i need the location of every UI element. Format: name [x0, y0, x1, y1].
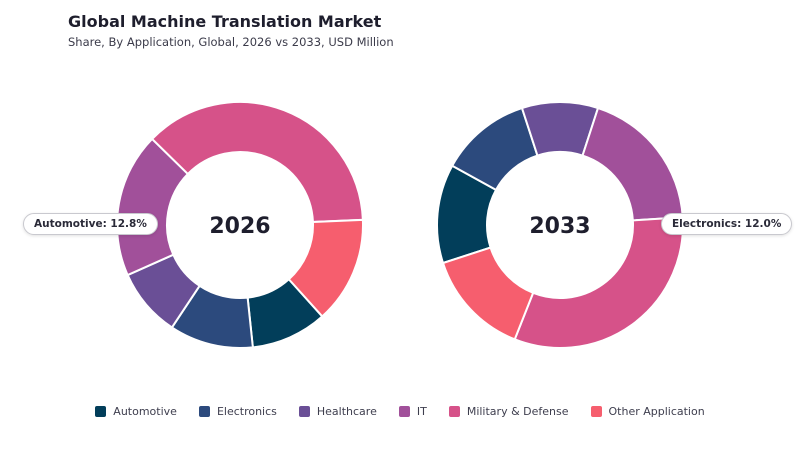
legend-item-electronics[interactable]: Electronics	[198, 405, 277, 418]
slice-2026-other-application[interactable]	[287, 218, 364, 318]
center-label-2033: 2033	[529, 214, 590, 239]
slice-2026-military-defense[interactable]	[150, 101, 364, 223]
legend-item-other-application[interactable]: Other Application	[590, 405, 705, 418]
slice-2033-military-defense[interactable]	[513, 216, 684, 349]
legend-swatch-automotive	[95, 406, 107, 417]
slice-2033-other-application[interactable]	[441, 246, 535, 341]
legend-item-it[interactable]: IT	[398, 405, 427, 418]
legend-swatch-military-defense	[448, 406, 460, 417]
slice-2033-it[interactable]	[581, 106, 684, 222]
legend-label-military-defense: Military & Defense	[466, 405, 569, 418]
legend-swatch-it	[398, 406, 410, 417]
legend-item-healthcare[interactable]: Healthcare	[298, 405, 377, 418]
legend-label-automotive: Automotive	[113, 405, 177, 418]
center-label-2026: 2026	[209, 214, 270, 239]
chart-subtitle: Share, By Application, Global, 2026 vs 2…	[68, 35, 394, 49]
legend-item-automotive[interactable]: Automotive	[95, 405, 177, 418]
legend-swatch-other-application	[590, 406, 602, 417]
legend-swatch-electronics	[198, 406, 210, 417]
legend-item-military-defense[interactable]: Military & Defense	[448, 405, 569, 418]
donut-charts: 2026 2033	[116, 101, 684, 349]
legend: Automotive Electronics Healthcare IT Mil…	[0, 405, 800, 418]
callout-automotive-2026: Automotive: 12.8%	[23, 213, 158, 235]
legend-label-healthcare: Healthcare	[316, 405, 377, 418]
legend-label-electronics: Electronics	[216, 405, 277, 418]
callout-electronics-2033: Electronics: 12.0%	[661, 213, 793, 235]
legend-swatch-healthcare	[298, 406, 310, 417]
chart-title: Global Machine Translation Market	[68, 12, 382, 31]
legend-label-it: IT	[416, 405, 427, 418]
legend-label-other-application: Other Application	[608, 405, 705, 418]
